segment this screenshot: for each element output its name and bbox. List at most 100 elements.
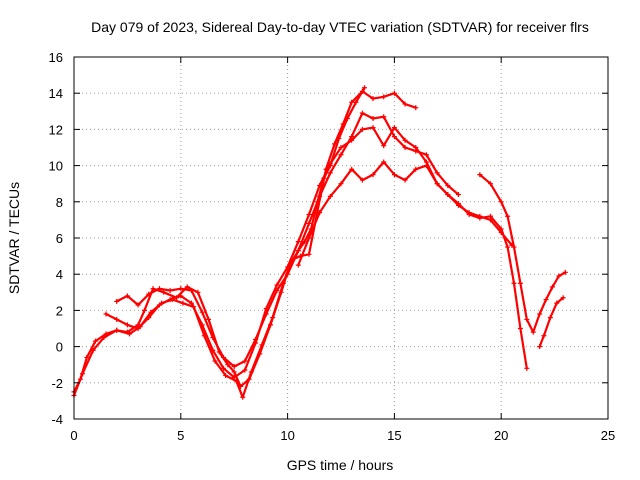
data-point: [274, 282, 280, 288]
series-line: [72, 86, 366, 393]
data-point: [167, 297, 173, 303]
data-point: [233, 378, 239, 384]
data-point: [381, 143, 387, 149]
data-point: [402, 101, 408, 107]
y-tick-label: -2: [51, 376, 63, 391]
data-point: [246, 376, 252, 382]
data-point: [212, 358, 218, 364]
data-point: [101, 335, 107, 341]
x-tick-label: 5: [177, 428, 184, 443]
data-point: [201, 333, 207, 339]
data-point: [268, 322, 274, 328]
data-point: [103, 311, 109, 317]
data-point: [302, 239, 308, 245]
tick-labels: 0 5 10 15 20 25 -4 -2 0 2 4 6 8 10 12 14 16: [49, 50, 616, 443]
data-point: [517, 280, 523, 286]
x-axis-title: GPS time / hours: [287, 457, 394, 473]
data-point: [231, 374, 237, 380]
data-point: [174, 295, 180, 301]
data-point: [195, 289, 201, 295]
data-point: [349, 99, 355, 105]
data-point: [338, 181, 344, 187]
data-point: [488, 213, 494, 219]
data-point: [317, 210, 323, 216]
data-point: [549, 284, 555, 290]
data-point: [306, 235, 312, 241]
data-point: [280, 280, 286, 286]
y-tick-label: -4: [51, 412, 63, 427]
y-axis-title: SDTVAR / TECUs: [6, 182, 22, 294]
data-point: [445, 192, 451, 198]
y-tick-label: 4: [56, 267, 63, 282]
data-point: [413, 166, 419, 172]
y-tick-label: 0: [56, 340, 63, 355]
data-point: [511, 280, 517, 286]
data-point: [167, 287, 173, 293]
data-point: [359, 177, 365, 183]
data-point: [323, 166, 329, 172]
data-point: [238, 383, 244, 389]
data-point: [210, 335, 216, 341]
data-point: [285, 264, 291, 270]
grid: [74, 57, 608, 419]
data-point: [221, 365, 227, 371]
x-tick-label: 15: [387, 428, 401, 443]
data-point: [370, 125, 376, 131]
data-point: [338, 152, 344, 158]
data-point: [114, 316, 120, 322]
data-point: [349, 166, 355, 172]
data-point: [361, 85, 367, 91]
data-point: [306, 211, 312, 217]
data-point: [114, 298, 120, 304]
data-point: [156, 286, 162, 292]
data-point: [90, 347, 96, 353]
y-tick-label: 14: [49, 86, 63, 101]
data-point: [146, 291, 152, 297]
data-point: [524, 316, 530, 322]
data-point: [562, 269, 568, 275]
data-point: [402, 145, 408, 150]
data-point: [317, 183, 323, 189]
data-point: [156, 302, 162, 308]
data-point: [556, 273, 562, 279]
data-point: [455, 192, 461, 198]
data-point: [543, 297, 549, 303]
data-point: [402, 137, 408, 143]
data-point: [391, 134, 397, 140]
y-tick-label: 16: [49, 50, 63, 65]
data-point: [225, 362, 231, 368]
data-point: [537, 311, 543, 317]
data-point: [353, 99, 359, 105]
data-point: [199, 322, 205, 328]
data-point: [381, 114, 387, 120]
data-point: [297, 253, 303, 259]
data-point: [381, 94, 387, 100]
data-point: [77, 376, 83, 382]
data-point: [270, 315, 276, 321]
data-point: [127, 331, 133, 337]
series-line: [297, 160, 528, 370]
data-point: [327, 193, 333, 199]
data-point: [505, 244, 511, 250]
data-point: [370, 96, 376, 102]
data-point: [530, 329, 536, 335]
data-point: [259, 342, 265, 348]
data-point: [216, 349, 222, 355]
data-point: [231, 369, 237, 375]
data-point: [413, 105, 419, 111]
data-point: [423, 163, 429, 169]
data-point: [413, 148, 419, 154]
data-point: [308, 226, 314, 232]
data-point: [306, 221, 312, 227]
data-point: [391, 125, 397, 131]
x-tick-label: 20: [494, 428, 508, 443]
data-point: [184, 284, 190, 290]
data-point: [317, 193, 323, 199]
data-point: [180, 300, 186, 306]
data-point: [285, 271, 291, 277]
data-point: [242, 367, 248, 373]
data-point: [321, 175, 327, 181]
data-markers: [71, 85, 568, 400]
data-point: [344, 116, 350, 122]
data-point: [223, 373, 229, 379]
